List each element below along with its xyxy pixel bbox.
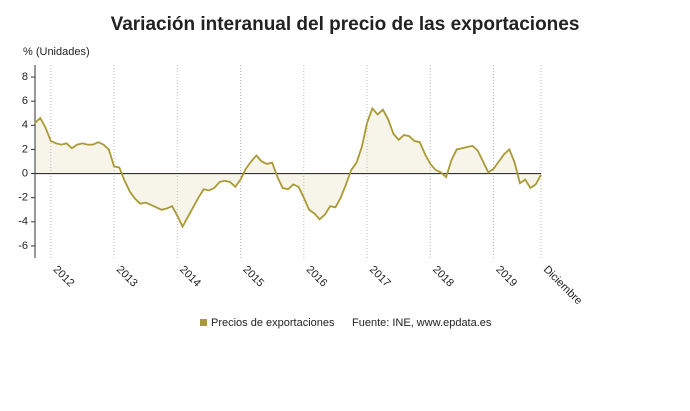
y-tick-label: -2 (18, 192, 28, 204)
y-tick-label: 0 (22, 167, 28, 179)
y-tick-label: -4 (18, 216, 28, 228)
y-tick-label: 2 (22, 143, 28, 155)
y-axis-label: % (Unidades) (23, 46, 90, 58)
x-tick-label: 2014 (177, 264, 203, 290)
y-tick-label: -6 (18, 240, 28, 252)
area-fill (35, 108, 541, 227)
source-note: Fuente: INE, www.epdata.es (352, 317, 492, 329)
legend-swatch (200, 319, 207, 326)
x-tick-label: 2015 (240, 264, 266, 290)
y-tick-label: 8 (22, 71, 28, 83)
y-tick-label: 4 (22, 119, 28, 131)
legend-label: Precios de exportaciones (211, 317, 335, 329)
x-tick-label: 2017 (367, 264, 393, 290)
x-tick-label: 2012 (51, 264, 77, 290)
x-tick-label: 2019 (493, 264, 519, 290)
chart-title: Variación interanual del precio de las e… (111, 14, 580, 35)
y-tick-label: 6 (22, 95, 28, 107)
plot-area: 2012 2013 2014 2015 2016 2017 2018 2019 Diciembr… (18, 65, 584, 307)
x-tick-label: 2013 (114, 264, 140, 290)
x-tick-label: 2016 (304, 264, 330, 290)
x-tick-label: Diciembre (541, 264, 584, 307)
data-line (34, 106, 542, 229)
x-tick-label: 2018 (430, 264, 456, 290)
